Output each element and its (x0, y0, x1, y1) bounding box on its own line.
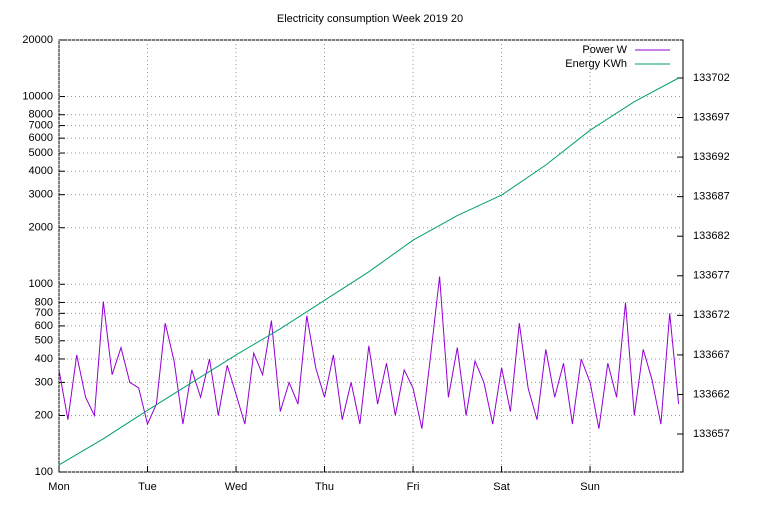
y-tick-label: 2000 (29, 222, 53, 234)
y2-tick-label: 133682 (693, 230, 730, 242)
series-line (58, 276, 680, 429)
y2-tick-label: 133672 (693, 309, 730, 321)
x-tick-label: Mon (48, 481, 69, 493)
y2-tick-label: 133687 (693, 191, 730, 203)
y-tick-label: 4000 (29, 165, 53, 177)
y-tick-label: 700 (35, 307, 53, 319)
y2-tick-label: 133697 (693, 111, 730, 123)
x-tick-label: Sun (580, 481, 600, 493)
x-tick-label: Sat (493, 481, 510, 493)
y-tick-label: 800 (35, 296, 53, 308)
x-tick-label: Fri (407, 481, 420, 493)
y2-tick-label: 133657 (693, 428, 730, 440)
y-tick-label: 5000 (29, 147, 53, 159)
y-tick-label: 1000 (29, 278, 53, 290)
x-tick-label: Tue (138, 481, 157, 493)
y-tick-label: 7000 (29, 120, 53, 132)
y2-tick-label: 133677 (693, 270, 730, 282)
series-line (58, 77, 679, 466)
y2-tick-label: 133662 (693, 388, 730, 400)
y-tick-label: 100 (35, 466, 53, 478)
y-tick-label: 300 (35, 376, 53, 388)
y-tick-label: 20000 (22, 34, 53, 46)
y2-tick-label: 133702 (693, 72, 730, 84)
y-tick-label: 3000 (29, 189, 53, 201)
legend-label: Energy KWh (565, 58, 627, 70)
legend-label: Power W (582, 44, 627, 56)
y-tick-label: 600 (35, 320, 53, 332)
y2-tick-label: 133667 (693, 349, 730, 361)
y-tick-label: 500 (35, 335, 53, 347)
y-tick-label: 10000 (22, 90, 53, 102)
x-tick-label: Wed (225, 481, 247, 493)
y-tick-label: 8000 (29, 109, 53, 121)
x-tick-label: Thu (315, 481, 334, 493)
chart-title: Electricity consumption Week 2019 20 (277, 13, 463, 25)
y-tick-label: 400 (35, 353, 53, 365)
y-tick-label: 200 (35, 409, 53, 421)
y2-tick-label: 133692 (693, 151, 730, 163)
y-tick-label: 6000 (29, 132, 53, 144)
